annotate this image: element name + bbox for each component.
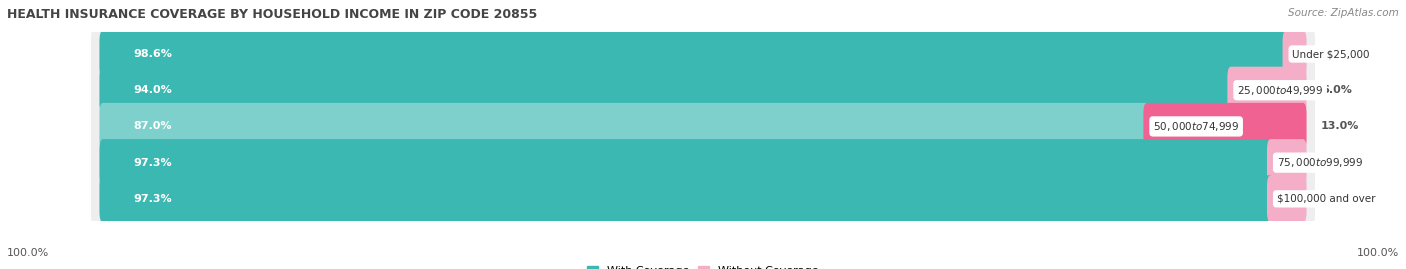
- FancyBboxPatch shape: [1282, 30, 1306, 77]
- FancyBboxPatch shape: [91, 58, 1315, 122]
- FancyBboxPatch shape: [100, 139, 1274, 186]
- FancyBboxPatch shape: [91, 167, 1315, 231]
- Text: 98.6%: 98.6%: [134, 49, 172, 59]
- Text: $25,000 to $49,999: $25,000 to $49,999: [1237, 84, 1323, 97]
- FancyBboxPatch shape: [1227, 67, 1306, 114]
- Text: HEALTH INSURANCE COVERAGE BY HOUSEHOLD INCOME IN ZIP CODE 20855: HEALTH INSURANCE COVERAGE BY HOUSEHOLD I…: [7, 8, 537, 21]
- Text: 87.0%: 87.0%: [134, 121, 172, 132]
- Text: 2.7%: 2.7%: [1322, 158, 1351, 168]
- Text: $50,000 to $74,999: $50,000 to $74,999: [1153, 120, 1239, 133]
- FancyBboxPatch shape: [1143, 103, 1306, 150]
- Text: 97.3%: 97.3%: [134, 194, 172, 204]
- Legend: With Coverage, Without Coverage: With Coverage, Without Coverage: [582, 262, 824, 269]
- Text: 1.4%: 1.4%: [1322, 49, 1353, 59]
- Text: 97.3%: 97.3%: [134, 158, 172, 168]
- Text: 13.0%: 13.0%: [1322, 121, 1360, 132]
- Text: 6.0%: 6.0%: [1322, 85, 1351, 95]
- FancyBboxPatch shape: [1267, 139, 1306, 186]
- Text: 100.0%: 100.0%: [7, 248, 49, 258]
- Text: 2.7%: 2.7%: [1322, 194, 1351, 204]
- Text: 100.0%: 100.0%: [1357, 248, 1399, 258]
- Text: $100,000 and over: $100,000 and over: [1277, 194, 1375, 204]
- Text: Source: ZipAtlas.com: Source: ZipAtlas.com: [1288, 8, 1399, 18]
- FancyBboxPatch shape: [100, 103, 1150, 150]
- Text: Under $25,000: Under $25,000: [1292, 49, 1369, 59]
- FancyBboxPatch shape: [1267, 175, 1306, 222]
- FancyBboxPatch shape: [91, 22, 1315, 86]
- FancyBboxPatch shape: [100, 30, 1289, 77]
- Text: 94.0%: 94.0%: [134, 85, 172, 95]
- FancyBboxPatch shape: [100, 67, 1234, 114]
- FancyBboxPatch shape: [91, 130, 1315, 195]
- Text: $75,000 to $99,999: $75,000 to $99,999: [1277, 156, 1362, 169]
- FancyBboxPatch shape: [91, 94, 1315, 159]
- FancyBboxPatch shape: [100, 175, 1274, 222]
